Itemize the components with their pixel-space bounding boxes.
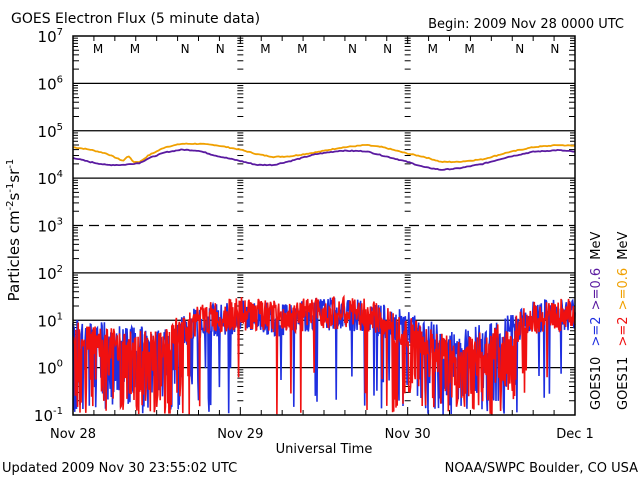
y-tick-base: 10 xyxy=(34,407,53,425)
y-tick-exponent: 1 xyxy=(57,311,63,322)
y-tick-exponent: 2 xyxy=(57,264,63,275)
y-tick-label: 100 xyxy=(38,359,63,378)
marker-label: N xyxy=(515,42,524,56)
y-axis-label-sr: sr xyxy=(5,168,23,183)
marker-label: N xyxy=(216,42,225,56)
y-axis-label: Particles cm-2s-1sr-1 xyxy=(5,159,23,302)
y-tick-label: 105 xyxy=(38,122,63,141)
legend-goes11-lo: >=2 xyxy=(616,316,631,346)
svg-text:GOES11 >=2 >=0: GOES11 >=2 >=0.6 MeV xyxy=(616,232,631,410)
y-tick-base: 10 xyxy=(38,170,57,188)
marker-label: M xyxy=(93,42,103,56)
legend-goes10-lo: >=2 xyxy=(589,316,604,346)
legend: GOES10 >=2 >=0.6 MeV GOES11 >=2 >=0.6 Me… xyxy=(589,232,631,410)
legend-goes11-sat: GOES11 xyxy=(616,357,631,410)
y-tick-base: 10 xyxy=(38,265,57,283)
legend-goes10-unit: MeV xyxy=(589,232,604,260)
series-line xyxy=(72,148,576,171)
marker-label: M xyxy=(464,42,474,56)
marker-label: M xyxy=(297,42,307,56)
legend-row-goes11: GOES11 >=2 >=0.6 MeV xyxy=(616,232,631,410)
legend-goes11-unit: MeV xyxy=(616,232,631,260)
y-tick-exponent: 0 xyxy=(57,359,63,370)
series-line xyxy=(72,142,576,164)
credit-label: NOAA/SWPC Boulder, CO USA xyxy=(445,461,638,476)
series-smooth-0 xyxy=(72,142,576,164)
y-tick-base: 10 xyxy=(38,28,57,46)
y-axis-label-base: Particles cm xyxy=(5,210,23,301)
begin-label: Begin: 2009 Nov 28 0000 UTC xyxy=(428,17,624,32)
y-tick-base: 10 xyxy=(38,360,57,378)
plot-frame xyxy=(72,35,576,416)
y-axis-label-exp2: -1 xyxy=(5,183,16,193)
y-tick-label: 104 xyxy=(38,169,63,188)
legend-row-goes10: GOES10 >=2 >=0.6 MeV xyxy=(589,232,604,410)
y-tick-base: 10 xyxy=(38,312,57,330)
y-tick-exponent: 7 xyxy=(57,27,63,38)
series-line xyxy=(72,294,576,415)
y-tick-label: 106 xyxy=(38,74,63,93)
svg-text:Particles cm-2s-1sr-1: Particles cm-2s-1sr-1 xyxy=(5,159,23,302)
y-tick-base: 10 xyxy=(38,75,57,93)
y-tick-exponent: 5 xyxy=(57,122,63,133)
y-tick-exponent: -1 xyxy=(53,406,63,417)
x-tick-label: Nov 28 xyxy=(50,427,96,442)
series-group xyxy=(72,142,576,415)
updated-timestamp: Updated 2009 Nov 30 23:55:02 UTC xyxy=(2,461,237,476)
svg-text:GOES10 >=2 >=0: GOES10 >=2 >=0.6 MeV xyxy=(589,232,604,410)
x-tick-labels: Nov 28 Nov 29 Nov 30 Dec 1 xyxy=(50,427,594,442)
y-tick-label: 10-1 xyxy=(34,406,63,425)
y-axis-label-s: s xyxy=(5,192,23,200)
marker-label: M xyxy=(130,42,140,56)
marker-label: N xyxy=(348,42,357,56)
marker-label: N xyxy=(550,42,559,56)
y-axis-label-exp3: -1 xyxy=(5,159,16,169)
legend-goes10-sat: GOES10 xyxy=(589,357,604,410)
x-tick-label: Dec 1 xyxy=(556,427,594,442)
marker-label: N xyxy=(181,42,190,56)
x-axis-label: Universal Time xyxy=(276,442,373,457)
y-tick-label: 102 xyxy=(38,264,63,283)
y-tick-base: 10 xyxy=(38,218,57,236)
marker-label: N xyxy=(383,42,392,56)
x-tick-label: Nov 29 xyxy=(217,427,263,442)
marker-label: M xyxy=(260,42,270,56)
legend-goes10-hi: >=0.6 xyxy=(589,268,604,310)
chart-title: GOES Electron Flux (5 minute data) xyxy=(11,11,260,27)
marker-label: M xyxy=(428,42,438,56)
series-smooth-1 xyxy=(72,148,576,171)
y-tick-label: 107 xyxy=(38,27,63,46)
y-axis-label-exp1: -2 xyxy=(5,200,16,210)
x-tick-label: Nov 30 xyxy=(385,427,431,442)
y-tick-base: 10 xyxy=(38,123,57,141)
series-noisy-3 xyxy=(72,294,576,415)
y-tick-exponent: 3 xyxy=(57,217,63,228)
y-tick-exponent: 4 xyxy=(57,169,63,180)
y-tick-label: 103 xyxy=(38,217,63,236)
y-tick-exponent: 6 xyxy=(57,74,63,85)
y-tick-label: 101 xyxy=(38,311,63,330)
legend-goes11-hi: >=0.6 xyxy=(616,268,631,310)
